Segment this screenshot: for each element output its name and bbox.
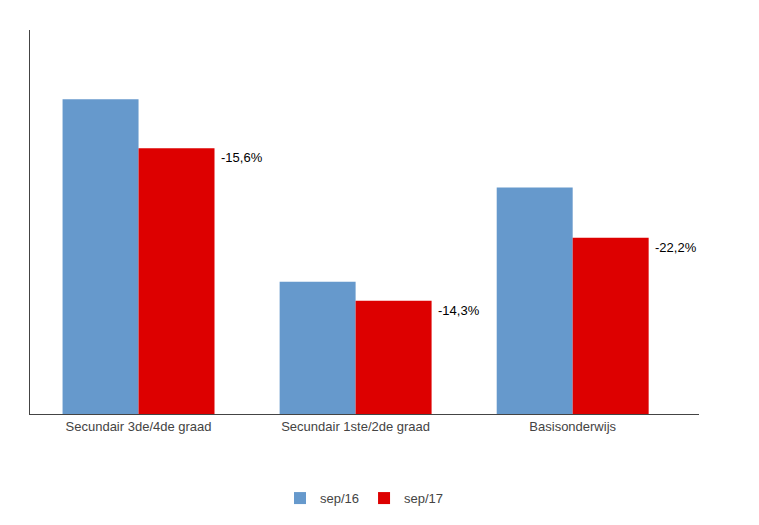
svg-text:-14,3%: -14,3% [438,303,480,318]
svg-text:-15,6%: -15,6% [221,150,263,165]
svg-text:-22,2%: -22,2% [655,240,697,255]
svg-text:Basisonderwijs: Basisonderwijs [529,419,616,434]
svg-text:Secundair 1ste/2de graad: Secundair 1ste/2de graad [281,419,430,434]
svg-text:sep/16: sep/16 [320,491,359,506]
svg-text:sep/17: sep/17 [404,491,443,506]
svg-text:Secundair 3de/4de graad: Secundair 3de/4de graad [66,419,212,434]
